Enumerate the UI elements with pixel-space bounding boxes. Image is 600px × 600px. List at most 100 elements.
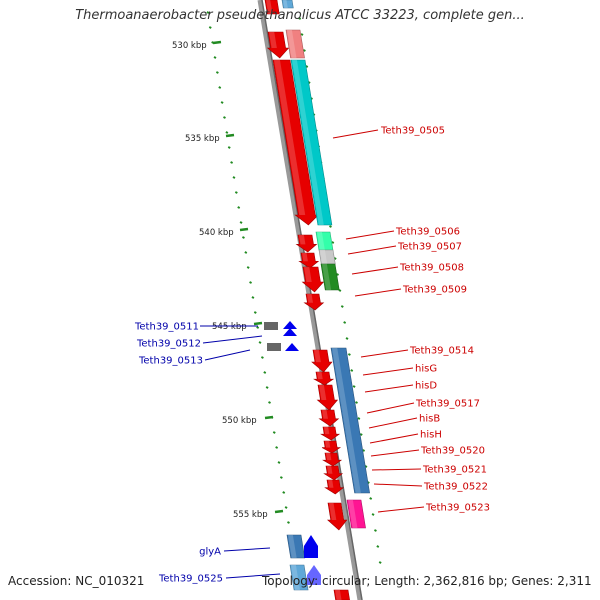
gene-label[interactable]: glyA bbox=[199, 547, 221, 558]
track-dot bbox=[234, 191, 238, 194]
gene-label[interactable]: Teth39_0506 bbox=[395, 227, 460, 238]
track-dot bbox=[239, 221, 243, 224]
track-dot bbox=[355, 401, 358, 404]
gene-label-connector bbox=[202, 335, 263, 344]
gene-label-connector bbox=[351, 266, 399, 275]
track-dot bbox=[227, 146, 231, 149]
track-dot bbox=[237, 206, 241, 209]
kbp-tick-label: 550 kbp bbox=[222, 416, 257, 426]
gene-arrow-red[interactable] bbox=[318, 409, 340, 427]
gene-block-mint-highlight bbox=[317, 232, 325, 250]
gene-label[interactable]: Teth39_0525 bbox=[158, 574, 223, 585]
gene-arrow-red[interactable] bbox=[303, 293, 325, 311]
gene-arrow-red-highlight bbox=[329, 503, 337, 520]
gene-label[interactable]: Teth39_0521 bbox=[422, 465, 487, 476]
gene-arrow-red[interactable] bbox=[313, 371, 335, 386]
gene-arrow-red-highlight bbox=[327, 466, 333, 474]
gene-label-connector bbox=[371, 468, 422, 471]
gene-block-gray-highlight bbox=[320, 250, 328, 264]
gene-label-connector bbox=[373, 483, 423, 487]
gene-label-connector bbox=[370, 449, 420, 457]
gene-block-red-highlight bbox=[335, 590, 342, 600]
track-dot bbox=[220, 101, 224, 104]
gene-arrow-red-highlight bbox=[317, 372, 323, 380]
track-dot bbox=[246, 266, 250, 269]
gene-label-connector bbox=[332, 129, 379, 139]
gene-label-connector bbox=[360, 349, 409, 358]
gene-arrow-red-highlight bbox=[319, 385, 327, 400]
gene-label[interactable]: Teth39_0520 bbox=[420, 446, 485, 457]
gene-label-connector bbox=[347, 245, 397, 255]
gene-arrow-red-highlight bbox=[314, 350, 321, 363]
gene-block-gray[interactable] bbox=[264, 322, 278, 330]
gene-block-pink-highlight bbox=[287, 30, 297, 58]
track-dot bbox=[223, 116, 226, 119]
track-dot bbox=[256, 326, 260, 329]
track-dot bbox=[378, 561, 382, 564]
gene-block-blue-highlight bbox=[288, 535, 297, 558]
gene-label[interactable]: hisB bbox=[419, 414, 440, 425]
gene-label[interactable]: Teth39_0523 bbox=[425, 503, 490, 514]
gene-label[interactable]: hisH bbox=[420, 430, 442, 441]
marker-arrow-blue[interactable] bbox=[304, 535, 318, 558]
track-dot bbox=[251, 296, 255, 299]
track-dot bbox=[352, 385, 356, 388]
gene-label-connector bbox=[204, 349, 251, 361]
gene-label[interactable]: Teth39_0505 bbox=[380, 126, 445, 137]
track-dot bbox=[373, 529, 377, 532]
gene-label[interactable]: Teth39_0514 bbox=[409, 346, 474, 357]
track-dot bbox=[208, 26, 212, 29]
gene-block-blue-highlight bbox=[291, 565, 300, 590]
gene-arrow-red-highlight bbox=[274, 60, 306, 215]
gene-label[interactable]: Teth39_0507 bbox=[397, 242, 462, 253]
marker-arrow-blue[interactable] bbox=[285, 343, 299, 351]
kbp-tick-mark bbox=[239, 227, 249, 232]
gene-label[interactable]: Teth39_0511 bbox=[134, 322, 199, 333]
gene-block-gray[interactable] bbox=[267, 343, 281, 351]
track-dot bbox=[329, 225, 332, 228]
gene-label[interactable]: Teth39_0508 bbox=[399, 263, 464, 274]
track-dot bbox=[300, 33, 304, 36]
marker-arrow-blue[interactable] bbox=[283, 328, 297, 336]
gene-arrow-red[interactable] bbox=[320, 426, 341, 441]
track-dot bbox=[215, 71, 219, 74]
track-dot bbox=[343, 321, 347, 324]
gene-label-connector bbox=[223, 547, 271, 552]
gene-label-connector bbox=[364, 384, 414, 393]
track-dot bbox=[371, 513, 375, 516]
gene-arrow-red-highlight bbox=[328, 480, 334, 488]
gene-arrow-red-highlight bbox=[326, 453, 332, 461]
gene-arrow-red-highlight bbox=[307, 294, 313, 303]
gene-arrow-red-highlight bbox=[304, 267, 312, 282]
track-dot bbox=[275, 446, 279, 449]
kbp-tick-label: 535 kbp bbox=[185, 134, 220, 144]
gene-label-connector bbox=[369, 433, 419, 444]
gene-arrow-red-highlight bbox=[302, 253, 308, 262]
track-dot bbox=[357, 417, 361, 420]
gene-block-pink-highlight bbox=[348, 500, 358, 528]
accession-label: Accession: NC_010321 bbox=[8, 574, 145, 588]
kbp-tick-label: 555 kbp bbox=[233, 510, 268, 520]
gene-label[interactable]: Teth39_0522 bbox=[423, 482, 488, 493]
gene-label[interactable]: hisD bbox=[415, 381, 437, 392]
track-dot bbox=[213, 56, 217, 59]
gene-label[interactable]: Teth39_0509 bbox=[402, 285, 467, 296]
gene-label[interactable]: hisG bbox=[415, 364, 437, 375]
track-dot bbox=[263, 371, 267, 374]
track-dot bbox=[298, 17, 302, 20]
track-dot bbox=[230, 161, 234, 164]
gene-label[interactable]: Teth39_0517 bbox=[415, 399, 480, 410]
track-dot bbox=[253, 311, 257, 314]
gene-label-connector bbox=[366, 402, 415, 414]
gene-label[interactable]: Teth39_0513 bbox=[138, 356, 203, 367]
gene-label[interactable]: Teth39_0512 bbox=[136, 339, 201, 350]
kbp-tick-mark bbox=[225, 133, 235, 138]
marker-arrow-blue[interactable] bbox=[283, 321, 297, 329]
track-dot bbox=[345, 337, 349, 340]
gene-block-cyan-highlight bbox=[292, 60, 324, 225]
genome-title: Thermoanaerobacter pseudethanolicus ATCC… bbox=[75, 8, 525, 23]
gene-block-green-highlight bbox=[322, 264, 332, 290]
marker-arrow-blue[interactable] bbox=[307, 565, 321, 585]
